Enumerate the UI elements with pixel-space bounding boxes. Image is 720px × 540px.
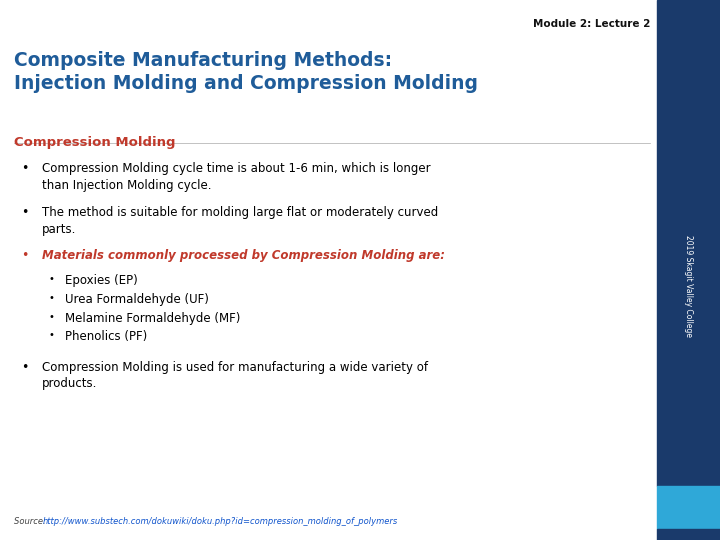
Text: •: • bbox=[49, 293, 55, 303]
Text: The method is suitable for molding large flat or moderately curved
parts.: The method is suitable for molding large… bbox=[42, 206, 438, 236]
Text: http://www.substech.com/dokuwiki/doku.php?id=compression_molding_of_polymers: http://www.substech.com/dokuwiki/doku.ph… bbox=[43, 517, 398, 526]
Text: Melamine Formaldehyde (MF): Melamine Formaldehyde (MF) bbox=[65, 312, 240, 325]
Text: •: • bbox=[22, 162, 29, 175]
Text: Compression Molding: Compression Molding bbox=[14, 136, 176, 149]
Text: Source:: Source: bbox=[14, 517, 49, 526]
Text: Phenolics (PF): Phenolics (PF) bbox=[65, 330, 147, 343]
Text: Compression Molding is used for manufacturing a wide variety of
products.: Compression Molding is used for manufact… bbox=[42, 361, 428, 390]
Text: Composite Manufacturing Methods:
Injection Molding and Compression Molding: Composite Manufacturing Methods: Injecti… bbox=[14, 51, 478, 93]
Text: Epoxies (EP): Epoxies (EP) bbox=[65, 274, 138, 287]
Bar bbox=[657, 529, 720, 540]
Text: •: • bbox=[49, 312, 55, 322]
Text: •: • bbox=[22, 361, 29, 374]
Text: •: • bbox=[22, 249, 29, 262]
Text: 2019 Skagit Valley College: 2019 Skagit Valley College bbox=[684, 235, 693, 337]
Text: Urea Formaldehyde (UF): Urea Formaldehyde (UF) bbox=[65, 293, 209, 306]
Text: Module 2: Lecture 2: Module 2: Lecture 2 bbox=[533, 19, 650, 29]
Text: •: • bbox=[49, 330, 55, 341]
Bar bbox=[657, 0, 720, 486]
Text: •: • bbox=[22, 206, 29, 219]
Text: Compression Molding cycle time is about 1-6 min, which is longer
than Injection : Compression Molding cycle time is about … bbox=[42, 162, 431, 192]
Text: Materials commonly processed by Compression Molding are:: Materials commonly processed by Compress… bbox=[42, 249, 445, 262]
Bar bbox=[657, 486, 720, 529]
Text: •: • bbox=[49, 274, 55, 284]
